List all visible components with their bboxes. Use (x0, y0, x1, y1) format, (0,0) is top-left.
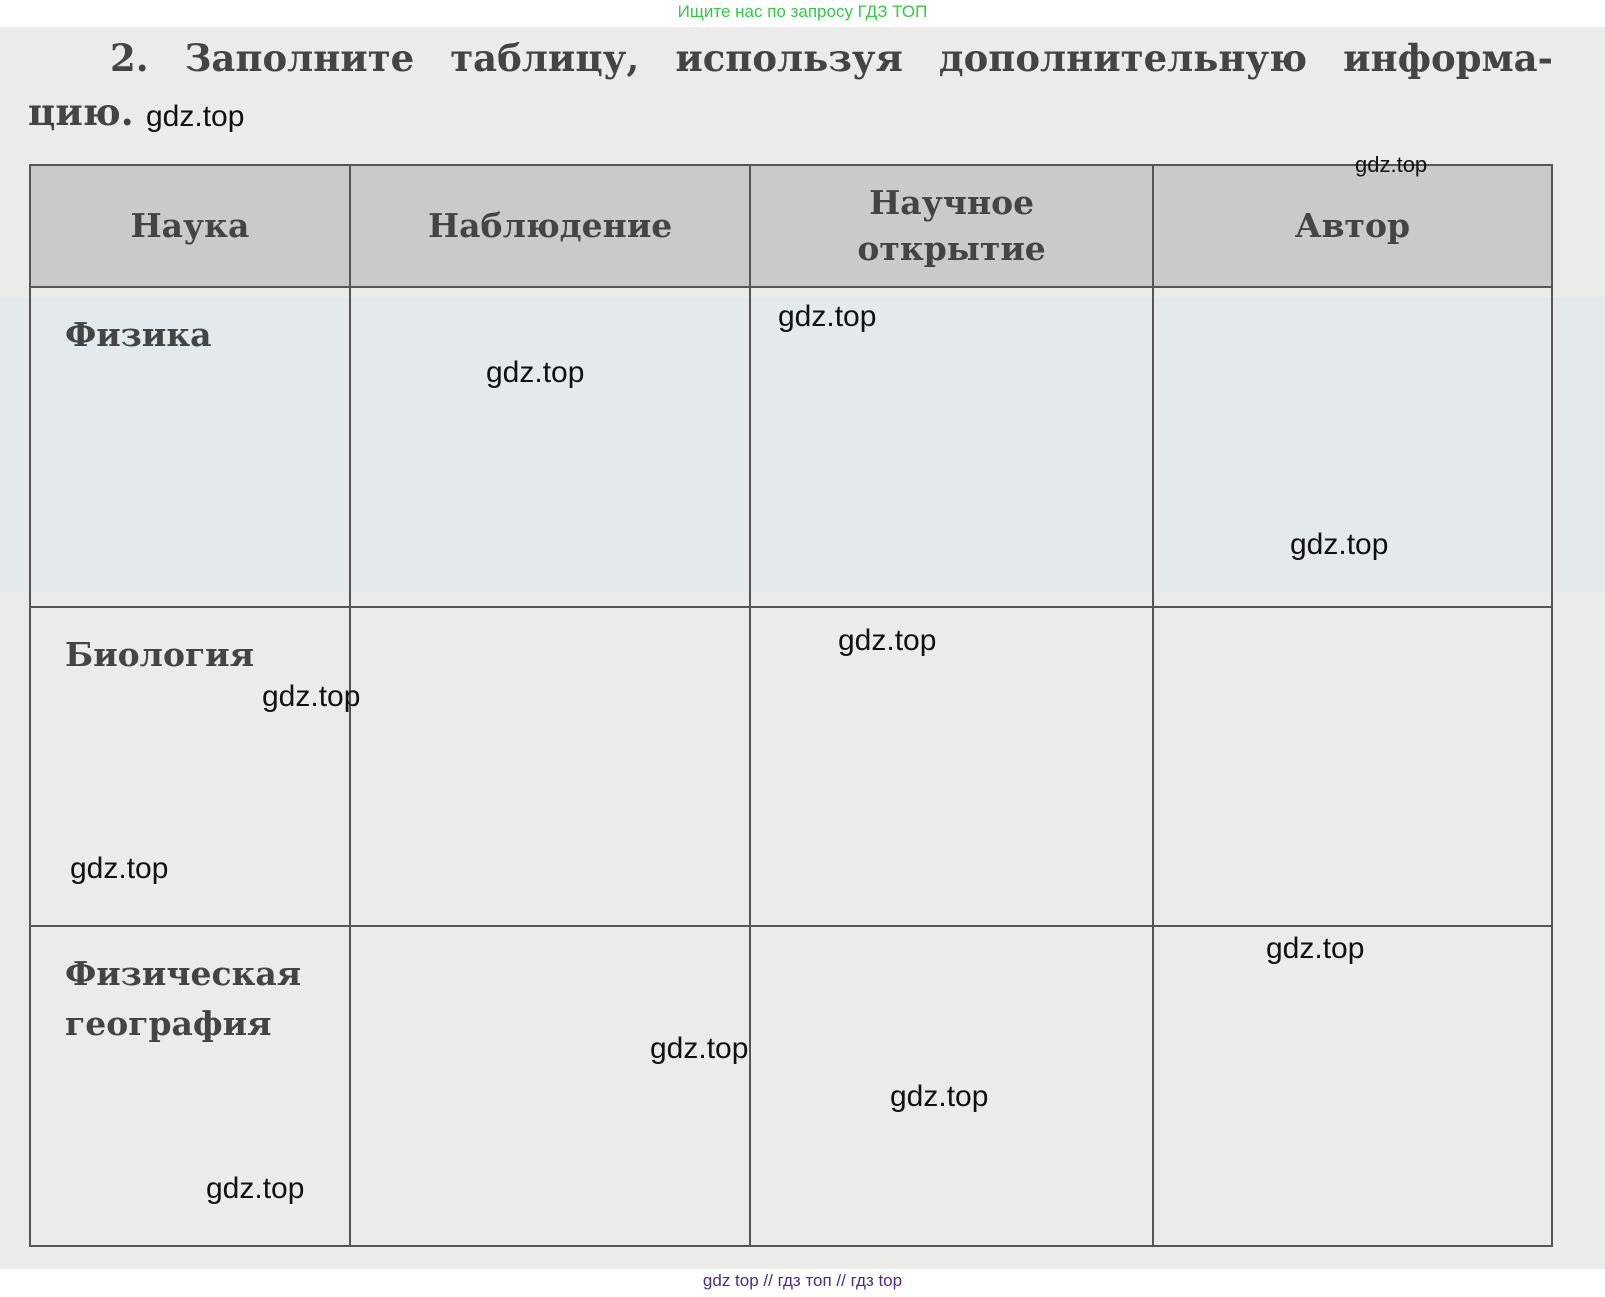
watermark: gdz.top (650, 1032, 749, 1065)
table-row: Физическая география (29, 924, 1554, 1248)
watermark: gdz.top (838, 624, 937, 657)
cell-discovery[interactable] (749, 924, 1154, 1248)
task-line-1: 2. Заполните таблицу, используя дополнит… (28, 30, 1553, 86)
watermark: gdz.top (1266, 932, 1365, 965)
table-header-row: Наука Наблюдение Научное открытие Автор (29, 163, 1554, 289)
bottom-banner[interactable]: gdz top // гдз топ // гдз top (702, 1271, 903, 1290)
watermark: gdz.top (890, 1080, 989, 1113)
watermark: gdz.top (262, 680, 361, 713)
watermark: gdz.top (146, 100, 245, 133)
watermark: gdz.top (1355, 152, 1428, 177)
cell-author[interactable] (1151, 286, 1554, 609)
cell-observation[interactable] (348, 606, 752, 927)
cell-science: Физика (29, 286, 351, 609)
header-author: Автор (1151, 163, 1554, 289)
task-text-2: цию. (28, 90, 134, 134)
watermark: gdz.top (1290, 528, 1389, 561)
task-text-1: Заполните таблицу, используя дополнитель… (184, 36, 1553, 80)
watermark: gdz.top (70, 852, 169, 885)
header-discovery: Научное открытие (749, 163, 1154, 289)
cell-science: Физическая география (29, 924, 351, 1248)
top-banner[interactable]: Ищите нас по запросу ГДЗ ТОП (677, 2, 928, 21)
science-table: Наука Наблюдение Научное открытие Автор … (29, 163, 1554, 1248)
header-observation: Наблюдение (348, 163, 752, 289)
cell-author[interactable] (1151, 606, 1554, 927)
task-number: 2. (110, 36, 149, 80)
table-row: Биология (29, 606, 1554, 927)
cell-discovery[interactable] (749, 606, 1154, 927)
table-row: Физика (29, 286, 1554, 609)
cell-discovery[interactable] (749, 286, 1154, 609)
cell-observation[interactable] (348, 286, 752, 609)
header-science: Наука (29, 163, 351, 289)
watermark: gdz.top (778, 300, 877, 333)
watermark: gdz.top (486, 356, 585, 389)
cell-science: Биология (29, 606, 351, 927)
cell-author[interactable] (1151, 924, 1554, 1248)
cell-observation[interactable] (348, 924, 752, 1248)
watermark: gdz.top (206, 1172, 305, 1205)
